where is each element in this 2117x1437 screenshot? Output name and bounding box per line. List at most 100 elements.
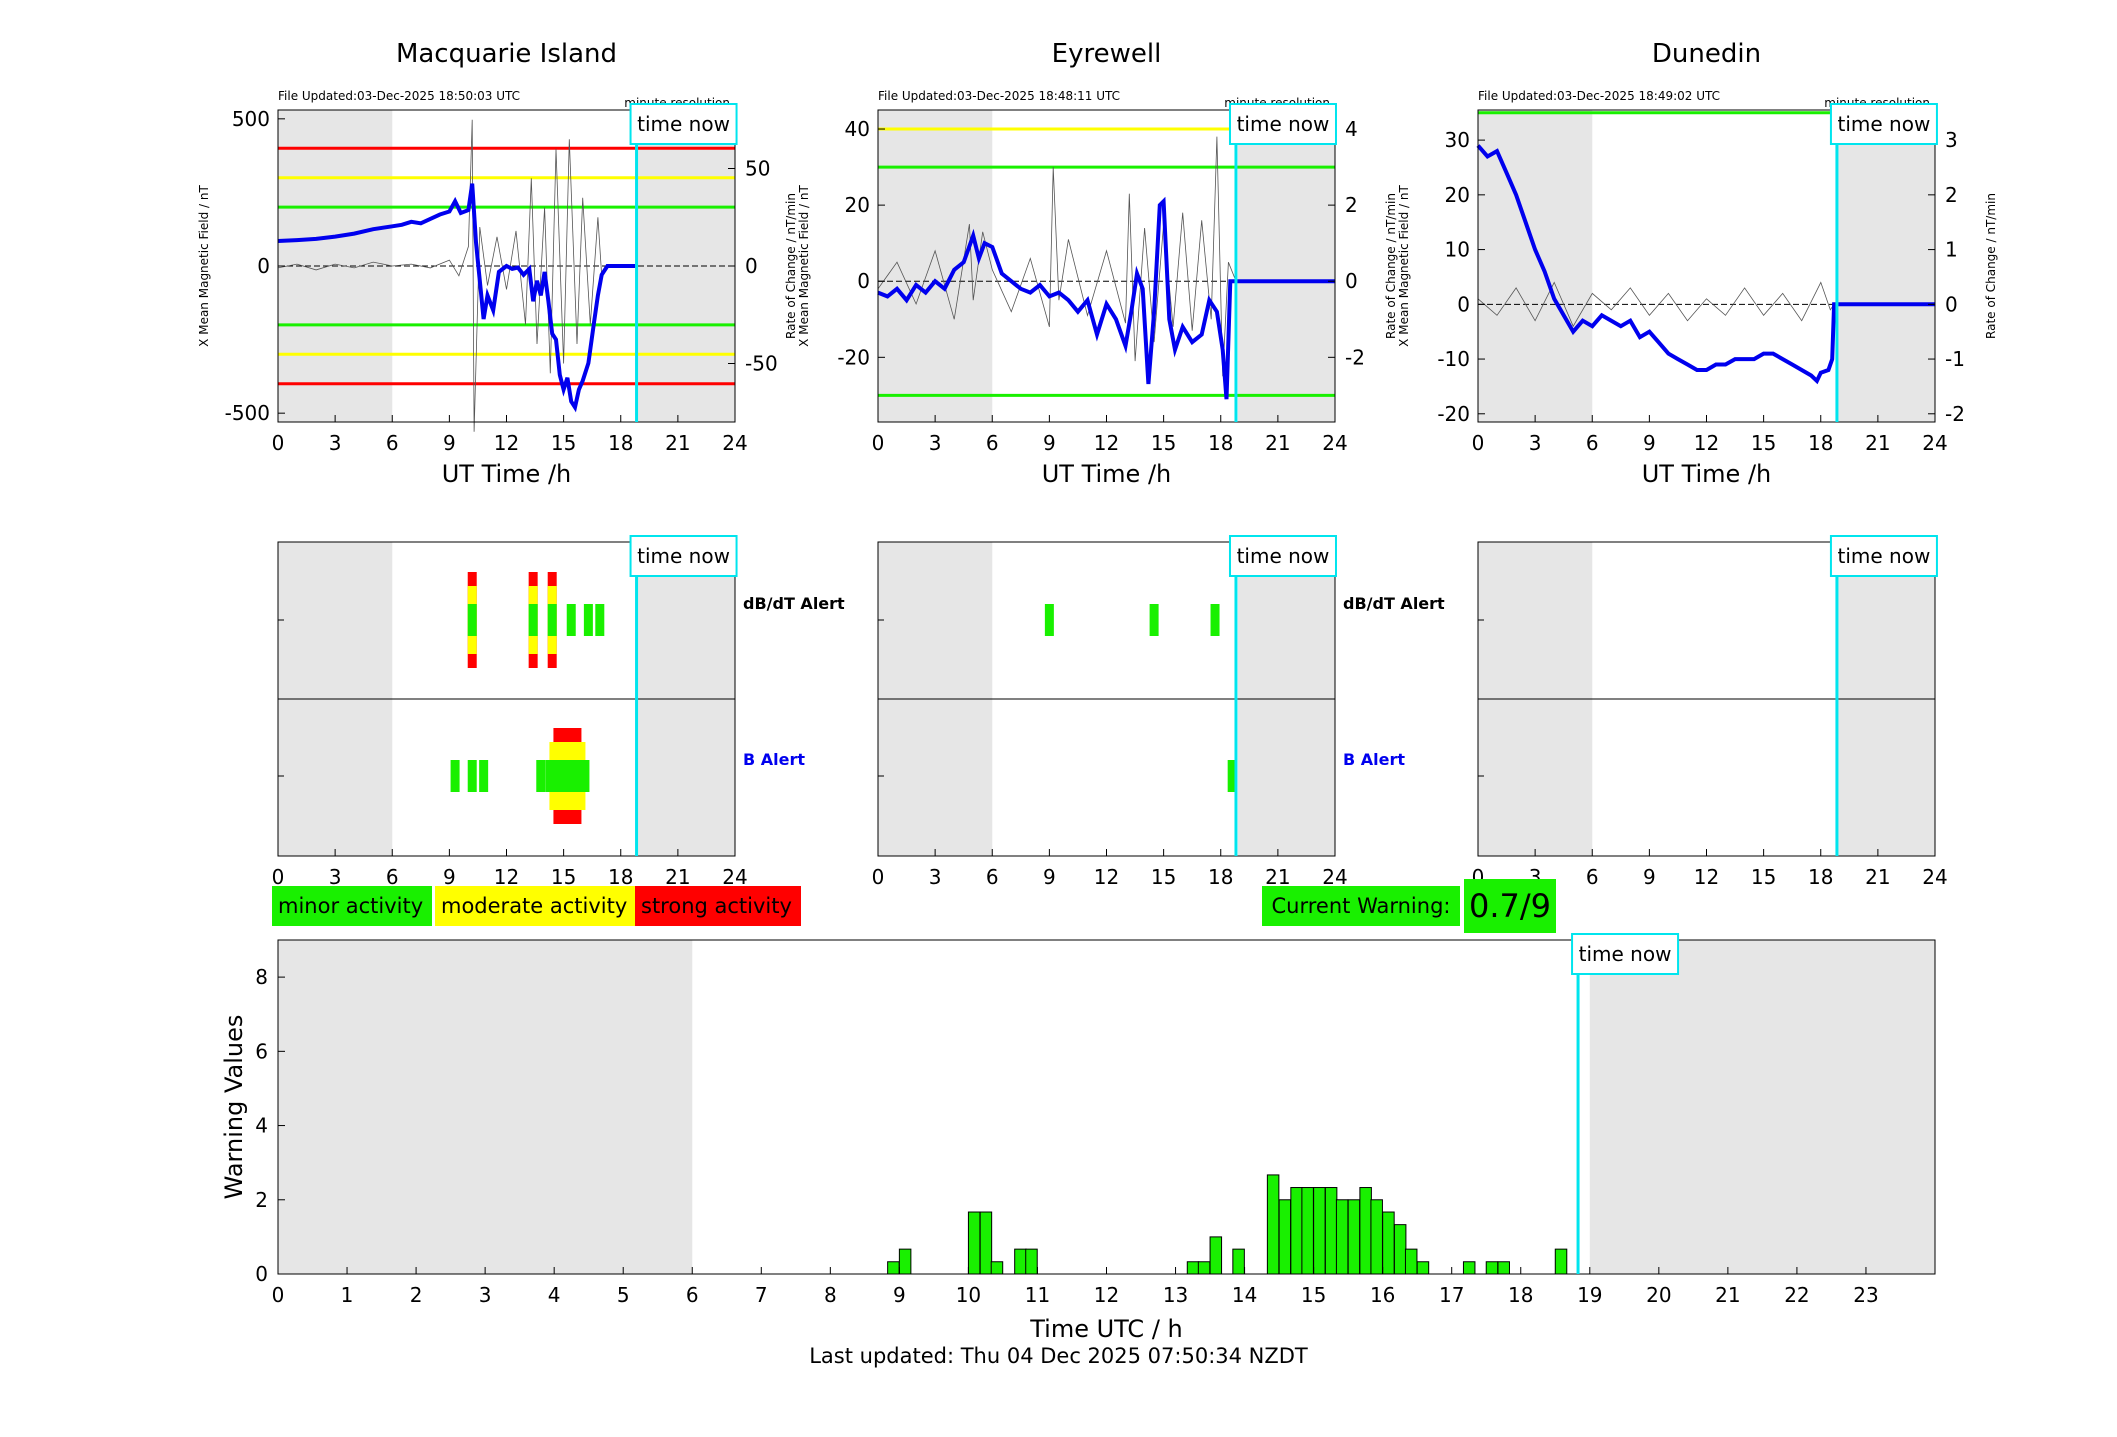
station-2-ytick-label: 0: [1457, 292, 1470, 316]
warning-bar: [1290, 1187, 1303, 1275]
warning-bar: [1554, 1248, 1568, 1275]
warning-bar: [1404, 1248, 1418, 1275]
station-1-ytick-label: -20: [837, 345, 870, 369]
station-2-y2tick-label: 3: [1945, 128, 1958, 152]
station-1-ytick-label: 0: [857, 269, 870, 293]
warning-bar: [1370, 1199, 1383, 1275]
alert-2-time-now-marker: time now: [1829, 535, 1938, 577]
alert-0-dbdt-minor-bar: [547, 604, 557, 636]
station-0-time-now-marker: time now: [629, 103, 738, 145]
alert-0-xtick-label: 24: [722, 865, 747, 889]
station-1-xtick-label: 9: [1043, 431, 1056, 455]
station-2-xtick-label: 9: [1643, 431, 1656, 455]
station-0-time-now-label: time now: [637, 112, 730, 136]
station-2-ytick-label: -20: [1437, 402, 1470, 426]
alert-1-dbdt-minor-bar: [1149, 604, 1159, 636]
station-0-xlabel: UT Time /h: [442, 460, 572, 488]
station-1-rate-series: [877, 136, 1237, 377]
alert-1-dbdt-label: dB/dT Alert: [1343, 594, 1445, 613]
station-2-xlabel: UT Time /h: [1642, 460, 1772, 488]
alert-0-b-minor-bar: [467, 760, 477, 792]
station-2-y2tick-label: 0: [1945, 292, 1958, 316]
station-2-time-now-label: time now: [1838, 112, 1931, 136]
station-2-y2tick-label: -1: [1945, 347, 1965, 371]
warning-time-now-label: time now: [1579, 942, 1672, 966]
alert-2-xtick-label: 24: [1922, 865, 1947, 889]
warning-bar: [1197, 1261, 1211, 1275]
warning-xtick-label: 4: [548, 1283, 561, 1307]
current-warning-value: 0.7/9: [1464, 879, 1556, 933]
warning-xtick-label: 8: [824, 1283, 837, 1307]
warning-ylabel: Warning Values: [220, 1015, 248, 1200]
warning-xtick-label: 18: [1508, 1283, 1533, 1307]
warning-xtick-label: 15: [1301, 1283, 1326, 1307]
station-0-xtick-label: 18: [608, 431, 633, 455]
station-2-time-now-marker: time now: [1829, 103, 1938, 145]
warning-bar: [979, 1211, 993, 1275]
warning-xtick-label: 11: [1025, 1283, 1050, 1307]
station-0-ytick-label: 0: [257, 254, 270, 278]
alert-0-b-minor-bar: [479, 760, 489, 792]
warning-bar: [1301, 1187, 1314, 1275]
alert-1-xtick-label: 15: [1151, 865, 1176, 889]
warning-xtick-label: 12: [1094, 1283, 1119, 1307]
station-2-ytick-label: 20: [1445, 183, 1470, 207]
station-0-ylabel: X Mean Magnetic Field / nT: [197, 185, 211, 347]
warning-bar: [1393, 1224, 1407, 1275]
station-1-time-now-label: time now: [1237, 112, 1330, 136]
warning-bar: [1186, 1261, 1200, 1275]
warning-xtick-label: 0: [272, 1283, 285, 1307]
warning-night-shade: [278, 940, 693, 1274]
alert-1-time-now-label: time now: [1237, 544, 1330, 568]
alert-1-xtick-label: 18: [1208, 865, 1233, 889]
alert-2-time-now-label: time now: [1838, 544, 1931, 568]
warning-bar: [887, 1261, 900, 1275]
station-1-xtick-label: 6: [986, 431, 999, 455]
station-1-ytick-label: 40: [845, 117, 870, 141]
warning-xtick-label: 14: [1232, 1283, 1257, 1307]
warning-xtick-label: 23: [1853, 1283, 1878, 1307]
warning-bar: [1497, 1261, 1510, 1275]
station-0-file-updated: File Updated:03-Dec-2025 18:50:03 UTC: [278, 89, 520, 103]
alert-0-b-minor-bar: [450, 760, 460, 792]
warning-bar: [1266, 1174, 1280, 1275]
legend-moderate-activity: moderate activity: [435, 886, 635, 926]
warning-ytick-label: 4: [255, 1114, 268, 1138]
station-0-xtick-label: 3: [329, 431, 342, 455]
warning-time-now-marker: time now: [1571, 933, 1680, 975]
station-0-y2tick-label: 50: [745, 157, 770, 181]
station-2-xtick-label: 24: [1922, 431, 1947, 455]
alert-0-xtick-label: 15: [551, 865, 576, 889]
legend-minor-activity: minor activity: [272, 886, 432, 926]
last-updated-text: Last updated: Thu 04 Dec 2025 07:50:34 N…: [809, 1344, 1308, 1368]
alert-2-xtick-label: 21: [1865, 865, 1890, 889]
station-1-ylabel: X Mean Magnetic Field / nT: [797, 185, 811, 347]
station-1-time-now-marker: time now: [1228, 103, 1337, 145]
station-0-xtick-label: 15: [551, 431, 576, 455]
station-0-xtick-label: 21: [665, 431, 690, 455]
station-1-xtick-label: 15: [1151, 431, 1176, 455]
station-2-y2label: Rate of Change / nT/min: [1984, 193, 1998, 339]
warning-bar: [1209, 1236, 1223, 1275]
warning-bar: [1485, 1261, 1499, 1275]
station-2-ytick-label: -10: [1437, 347, 1470, 371]
alert-2-xtick-label: 9: [1643, 865, 1656, 889]
alert-1-xtick-label: 3: [929, 865, 942, 889]
alert-0-b-minor-bar: [536, 760, 546, 792]
warning-bar: [1324, 1187, 1338, 1275]
station-2-xtick-label: 21: [1865, 431, 1890, 455]
station-1-xtick-label: 24: [1322, 431, 1347, 455]
current-warning-label: Current Warning:: [1262, 886, 1460, 926]
warning-bar: [967, 1211, 981, 1275]
station-0-rate-series: [277, 119, 608, 432]
alert-1-xtick-label: 24: [1322, 865, 1347, 889]
alert-2-xtick-label: 18: [1808, 865, 1833, 889]
warning-xtick-label: 20: [1646, 1283, 1671, 1307]
station-1-y2tick-label: 2: [1345, 193, 1358, 217]
station-2-xtick-label: 15: [1751, 431, 1776, 455]
station-1-y2tick-label: 4: [1345, 117, 1358, 141]
station-1-y2tick-label: 0: [1345, 269, 1358, 293]
warning-ytick-label: 6: [255, 1039, 268, 1063]
warning-xtick-label: 17: [1439, 1283, 1464, 1307]
